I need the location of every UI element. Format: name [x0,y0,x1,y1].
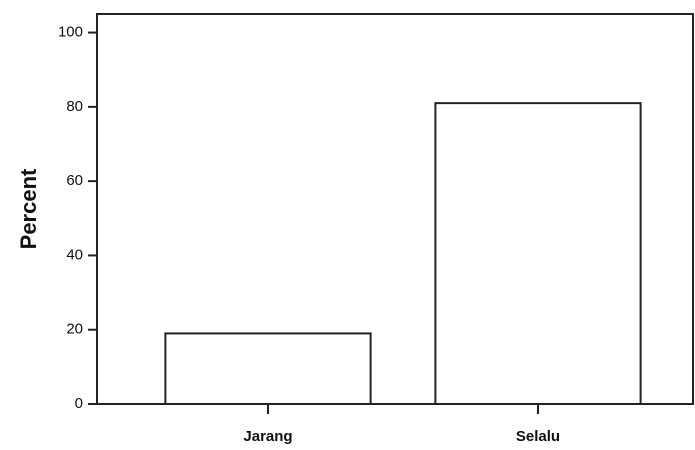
y-tick-label: 40 [66,246,83,263]
x-tick-label: Selalu [516,428,560,445]
bar [434,102,642,406]
y-tick-label: 100 [58,24,83,41]
y-tick-label: 80 [66,98,83,115]
y-tick-label: 0 [75,395,83,412]
x-tick-label: Jarang [243,428,292,445]
y-tick-label: 60 [66,172,83,189]
plot-frame [96,13,694,405]
y-axis-label: Percent [16,168,41,249]
bar [164,332,372,405]
y-tick-label: 20 [66,321,83,338]
